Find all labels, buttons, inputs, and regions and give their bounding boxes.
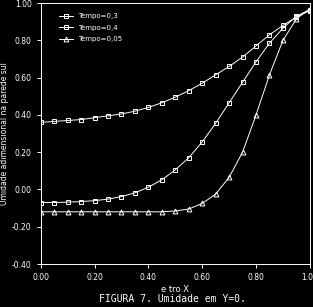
Tempo=0,05 bbox=[160, 210, 164, 214]
Tempo=0,4 bbox=[160, 178, 164, 182]
Tempo=0,05 bbox=[187, 207, 191, 211]
Tempo=0,05 bbox=[295, 17, 298, 21]
Tempo=0,4 bbox=[254, 60, 258, 64]
Tempo=0,05 bbox=[173, 209, 177, 213]
Tempo=0,05 bbox=[227, 176, 231, 179]
Tempo=0,05 bbox=[146, 210, 150, 214]
Y-axis label: Umidade adimensional na parede sul: Umidade adimensional na parede sul bbox=[0, 62, 9, 205]
Tempo=0,4 bbox=[187, 156, 191, 160]
Tempo=0,3 bbox=[173, 95, 177, 99]
Tempo=0,05 bbox=[79, 210, 83, 214]
Tempo=0,4 bbox=[214, 122, 218, 125]
Tempo=0,4 bbox=[79, 200, 83, 204]
Tempo=0,3 bbox=[106, 114, 110, 118]
Tempo=0,3 bbox=[241, 55, 244, 59]
Tempo=0,3 bbox=[120, 112, 123, 116]
Tempo=0,4 bbox=[281, 26, 285, 30]
Tempo=0,3 bbox=[308, 9, 312, 12]
Tempo=0,3 bbox=[214, 73, 218, 77]
Tempo=0,05 bbox=[93, 210, 96, 214]
Tempo=0,4 bbox=[52, 201, 56, 204]
Line: Tempo=0,3: Tempo=0,3 bbox=[38, 8, 312, 125]
Tempo=0,3 bbox=[93, 116, 96, 119]
Tempo=0,4 bbox=[295, 14, 298, 18]
Tempo=0,05 bbox=[254, 113, 258, 117]
Tempo=0,3 bbox=[268, 33, 271, 37]
Tempo=0,05 bbox=[66, 210, 69, 214]
Tempo=0,05 bbox=[241, 150, 244, 154]
Tempo=0,05 bbox=[281, 38, 285, 42]
Tempo=0,3 bbox=[200, 81, 204, 85]
Tempo=0,3 bbox=[133, 109, 137, 113]
Tempo=0,4 bbox=[200, 140, 204, 144]
Text: FIGURA 7. Umidade em Y=0.: FIGURA 7. Umidade em Y=0. bbox=[99, 294, 246, 304]
Tempo=0,3 bbox=[52, 120, 56, 123]
Tempo=0,3 bbox=[160, 101, 164, 105]
Tempo=0,3 bbox=[79, 118, 83, 121]
Tempo=0,05 bbox=[308, 7, 312, 10]
Tempo=0,05 bbox=[39, 210, 43, 214]
Tempo=0,05 bbox=[52, 210, 56, 214]
Tempo=0,05 bbox=[133, 210, 137, 214]
Tempo=0,4 bbox=[66, 200, 69, 204]
Tempo=0,3 bbox=[146, 106, 150, 109]
Tempo=0,4 bbox=[268, 41, 271, 45]
Tempo=0,4 bbox=[173, 168, 177, 172]
Legend: Tempo=0,3, Tempo=0,4, Tempo=0,05: Tempo=0,3, Tempo=0,4, Tempo=0,05 bbox=[58, 12, 124, 44]
Tempo=0,4 bbox=[308, 8, 312, 11]
X-axis label: e tro X: e tro X bbox=[161, 285, 189, 294]
Tempo=0,05 bbox=[214, 192, 218, 196]
Tempo=0,4 bbox=[106, 197, 110, 201]
Tempo=0,4 bbox=[241, 80, 244, 84]
Tempo=0,05 bbox=[268, 73, 271, 77]
Line: Tempo=0,05: Tempo=0,05 bbox=[38, 6, 312, 214]
Tempo=0,3 bbox=[39, 121, 43, 124]
Tempo=0,4 bbox=[227, 101, 231, 105]
Tempo=0,3 bbox=[227, 64, 231, 68]
Tempo=0,4 bbox=[39, 201, 43, 204]
Tempo=0,4 bbox=[93, 199, 96, 203]
Tempo=0,4 bbox=[146, 185, 150, 189]
Tempo=0,3 bbox=[66, 119, 69, 122]
Tempo=0,3 bbox=[254, 44, 258, 48]
Tempo=0,3 bbox=[295, 15, 298, 19]
Tempo=0,05 bbox=[120, 210, 123, 214]
Tempo=0,4 bbox=[120, 195, 123, 198]
Tempo=0,4 bbox=[133, 191, 137, 195]
Tempo=0,05 bbox=[106, 210, 110, 214]
Line: Tempo=0,4: Tempo=0,4 bbox=[38, 7, 312, 205]
Tempo=0,3 bbox=[187, 89, 191, 92]
Tempo=0,3 bbox=[281, 24, 285, 27]
Tempo=0,05 bbox=[200, 202, 204, 205]
